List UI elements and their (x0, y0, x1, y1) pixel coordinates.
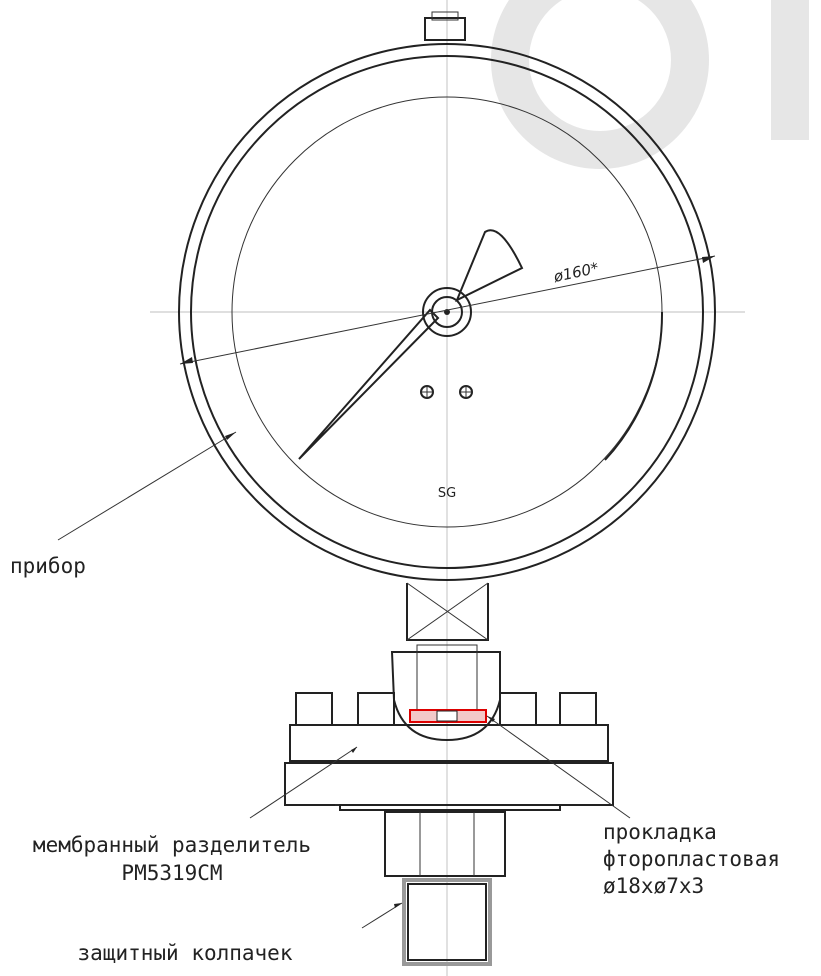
watermark (510, 0, 790, 150)
label-gasket-material: фторопластовая (603, 847, 780, 871)
label-separator: мембранный разделитель (33, 833, 311, 857)
drawing: ø160* SG прибор мембранный разделитель Р… (0, 0, 821, 976)
stem (392, 583, 500, 740)
label-gauge: прибор (10, 554, 86, 578)
label-gasket: прокладка (603, 820, 717, 844)
label-cap: защитный колпачек (78, 941, 293, 965)
dimension: ø160* (551, 259, 601, 286)
label-separator-model: РМ5319СМ (121, 861, 222, 885)
label-gasket-size: ø18xø7x3 (603, 874, 704, 898)
gauge: ø160* SG (179, 12, 715, 580)
brand: SG (438, 486, 456, 501)
separator (285, 693, 613, 964)
